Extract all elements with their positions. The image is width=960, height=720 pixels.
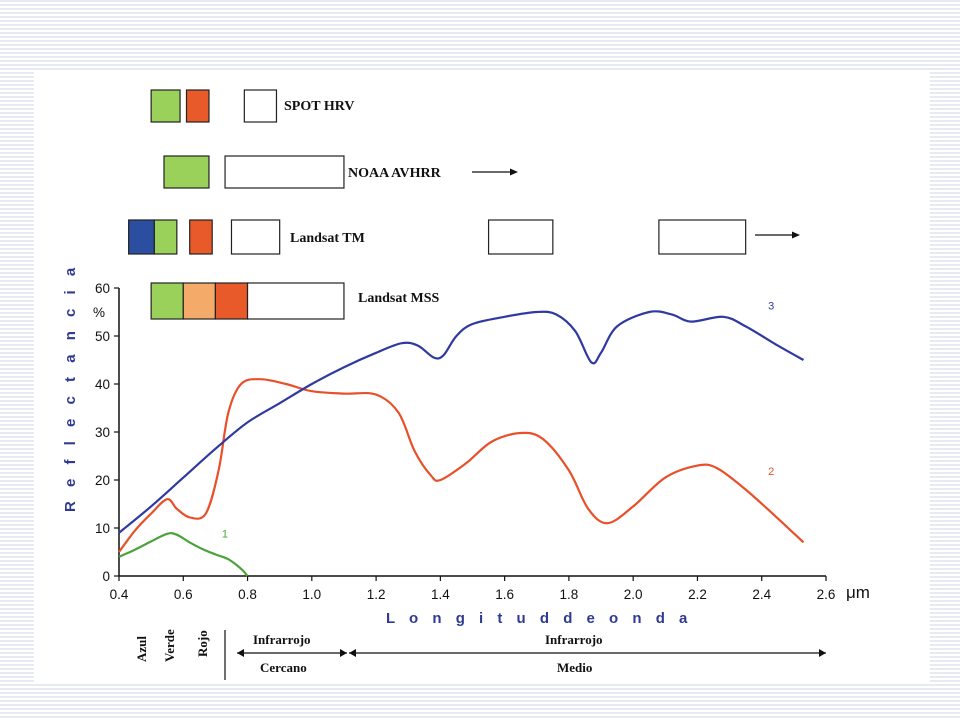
region-nir-bottom: Cercano (260, 660, 307, 675)
sensor-row-noaa-avhrr: NOAA AVHRR (163, 155, 518, 189)
y-tick-label: 60 (95, 281, 110, 296)
sensor-band (182, 282, 217, 320)
x-tick-label: 2.6 (817, 587, 836, 602)
sensor-band (189, 219, 213, 255)
reflectance-chart: 0 10 20 30 40 50 60 0.4 0.6 0.8 1.0 1.2 1.4 1.6 1.8 2.… (62, 263, 870, 627)
sensor-band (487, 219, 554, 255)
region-rojo: Rojo (195, 630, 210, 657)
x-ticks: 0.4 0.6 0.8 1.0 1.2 1.4 1.6 1.8 2.0 2.2 2.4 2.6 (110, 576, 836, 602)
sensor-row-spot-hrv: SPOT HRV (150, 89, 354, 123)
sensor-band (163, 155, 210, 189)
x-tick-label: 0.8 (238, 587, 257, 602)
x-tick-label: 1.4 (431, 587, 450, 602)
region-mir-top: Infrarrojo (545, 632, 603, 647)
series-label-3: 3 (768, 301, 774, 313)
sensor-band (224, 155, 345, 189)
x-tick-label: 1.0 (302, 587, 321, 602)
x-tick-label: 2.2 (688, 587, 707, 602)
y-tick-label: 0 (102, 569, 110, 584)
sensor-band (243, 89, 278, 123)
spectral-regions: Azul Verde Rojo Infrarrojo Cercano Infra… (134, 629, 826, 680)
y-ticks: 0 10 20 30 40 50 60 (95, 281, 119, 584)
sensor-label: Landsat MSS (358, 291, 440, 306)
y-tick-label: 10 (95, 521, 110, 536)
region-azul: Azul (134, 636, 149, 662)
sensor-band (658, 219, 747, 255)
region-nir-arrow (237, 649, 347, 657)
sensor-label: NOAA AVHRR (348, 166, 442, 181)
series-layer: 1 2 3 (118, 301, 805, 577)
arrow-head-icon (510, 168, 518, 176)
sensor-band (153, 219, 178, 255)
arrow-head-icon (792, 231, 800, 239)
series-line-2 (118, 378, 805, 553)
sensor-row-landsat-mss: Landsat MSS (150, 282, 440, 320)
sensor-band (150, 282, 184, 320)
series-label-1: 1 (222, 529, 228, 541)
x-tick-label: 2.0 (624, 587, 643, 602)
x-tick-label: 1.6 (495, 587, 514, 602)
y-axis-title: R e f l e c t a n c i a (62, 263, 79, 512)
region-nir-top: Infrarrojo (253, 632, 311, 647)
x-tick-label: 0.6 (174, 587, 193, 602)
y-tick-label: 50 (95, 329, 110, 344)
region-verde: Verde (162, 629, 177, 662)
sensor-band (230, 219, 281, 255)
x-tick-label: 1.2 (367, 587, 386, 602)
sensor-band (128, 219, 155, 255)
sensor-label: SPOT HRV (284, 99, 354, 114)
sensor-bands-layer: SPOT HRV NOAA AVHRR Landsat TM Landsat MSS (128, 89, 800, 320)
x-tick-label: 2.4 (752, 587, 771, 602)
series-label-2: 2 (768, 466, 774, 478)
x-axis-title: L o n g i t u d d e o n d a (386, 610, 692, 627)
x-tick-label: 0.4 (110, 587, 129, 602)
series-line-3 (118, 310, 805, 534)
y-tick-label: 30 (95, 425, 110, 440)
region-mir-arrow (349, 649, 826, 657)
sensor-row-landsat-tm: Landsat TM (128, 219, 800, 255)
sensor-band (246, 282, 345, 320)
sensor-band (150, 89, 181, 123)
region-mir-bottom: Medio (557, 660, 592, 675)
sensor-band (214, 282, 249, 320)
sensor-label: Landsat TM (290, 231, 365, 246)
y-unit-label: % (93, 305, 105, 320)
y-tick-label: 40 (95, 377, 110, 392)
x-tick-label: 1.8 (560, 587, 579, 602)
sensor-band (185, 89, 210, 123)
series-line-1 (118, 532, 249, 577)
x-unit-label: μm (846, 583, 870, 602)
y-tick-label: 20 (95, 473, 110, 488)
